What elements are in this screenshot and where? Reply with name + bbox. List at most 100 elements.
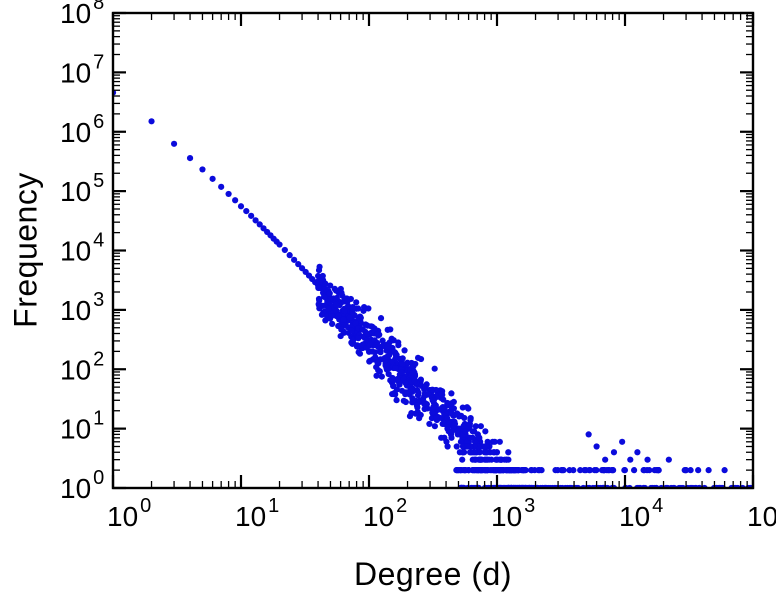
data-point — [461, 467, 468, 474]
data-point — [360, 307, 367, 314]
data-point — [148, 118, 155, 125]
data-point — [476, 449, 483, 456]
data-point — [393, 386, 401, 393]
data-point — [431, 365, 438, 372]
data-point — [687, 467, 694, 474]
data-point — [281, 246, 288, 254]
data-point — [605, 467, 612, 474]
data-point — [340, 316, 347, 323]
data-point — [528, 467, 535, 474]
data-point — [327, 282, 334, 289]
y-tick-label: 10 8 — [60, 0, 104, 29]
data-point — [315, 301, 322, 308]
y-tick-label: 10 6 — [60, 111, 104, 148]
data-point — [243, 207, 250, 215]
data-point — [328, 313, 335, 320]
y-tick-label: 10 7 — [60, 51, 104, 88]
data-point — [329, 320, 336, 328]
data-point — [315, 284, 322, 291]
x-tick-label: 10 4 — [619, 495, 663, 532]
data-point — [428, 415, 435, 422]
data-point — [252, 217, 259, 224]
data-point — [344, 298, 351, 305]
data-point — [218, 183, 225, 190]
data-point — [395, 339, 402, 346]
data-point — [646, 467, 653, 474]
data-point — [369, 348, 376, 355]
data-point — [448, 409, 455, 416]
data-point — [378, 373, 385, 380]
data-point — [322, 285, 329, 293]
data-point — [256, 221, 263, 228]
data-point — [359, 326, 366, 333]
data-point — [170, 140, 178, 147]
data-point — [602, 456, 609, 463]
data-point — [456, 449, 463, 456]
data-point — [353, 299, 360, 306]
data-point — [393, 397, 400, 404]
data-point — [634, 449, 641, 456]
data-point — [640, 467, 647, 474]
data-point — [404, 359, 411, 366]
data-point — [570, 467, 577, 474]
data-point — [186, 154, 194, 162]
data-point — [621, 467, 628, 474]
data-point — [535, 467, 542, 474]
y-tick-label: 10 4 — [60, 230, 104, 267]
data-point — [409, 370, 416, 377]
y-tick-label: 10 5 — [60, 170, 104, 207]
data-point — [488, 456, 495, 463]
data-point — [448, 434, 455, 441]
data-point — [721, 467, 728, 474]
data-point — [630, 467, 638, 474]
data-point — [408, 386, 415, 393]
data-point — [319, 272, 326, 280]
data-point — [286, 252, 293, 259]
data-point — [411, 377, 418, 384]
data-point — [337, 285, 344, 293]
data-point — [459, 456, 466, 463]
data-point — [337, 332, 344, 340]
data-point — [409, 395, 416, 402]
data-point — [497, 456, 505, 463]
data-point — [375, 343, 382, 351]
data-point — [654, 467, 661, 474]
axis-ticks — [111, 11, 755, 490]
data-point — [431, 423, 438, 430]
data-point — [209, 175, 216, 182]
data-point — [326, 290, 333, 297]
data-point — [505, 449, 512, 456]
data-point — [237, 203, 245, 210]
data-point — [619, 438, 626, 445]
data-point — [422, 384, 429, 391]
data-point — [429, 409, 436, 416]
data-point — [415, 389, 422, 396]
data-point — [397, 355, 404, 362]
data-point — [438, 434, 445, 441]
data-point — [471, 467, 478, 474]
data-point — [394, 375, 401, 383]
data-point — [457, 438, 465, 445]
data-point — [448, 428, 456, 435]
data-point — [438, 391, 445, 398]
x-tick-label: 105 — [747, 495, 776, 532]
data-point — [391, 348, 398, 356]
data-point — [585, 431, 592, 438]
data-point — [352, 320, 359, 327]
data-point — [406, 413, 414, 420]
data-point — [374, 330, 381, 338]
data-point — [232, 197, 239, 204]
y-tick-label: 10 2 — [60, 348, 104, 385]
data-point — [469, 434, 476, 441]
data-point — [421, 392, 428, 400]
data-point — [225, 190, 232, 198]
data-point — [627, 456, 634, 463]
data-point — [355, 335, 362, 342]
data-point — [665, 456, 672, 463]
data-point — [695, 467, 702, 474]
data-point — [386, 351, 393, 358]
data-point — [387, 326, 394, 333]
data-point — [496, 438, 503, 445]
x-tick-label: 10 3 — [491, 495, 535, 532]
